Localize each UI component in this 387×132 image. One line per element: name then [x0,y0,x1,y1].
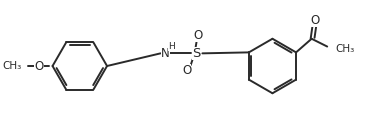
Text: O: O [193,29,202,42]
Text: H: H [168,42,175,51]
Text: N: N [161,47,170,60]
Text: CH₃: CH₃ [2,61,21,71]
Text: O: O [310,14,319,27]
Text: O: O [182,64,192,77]
Text: O: O [34,60,44,72]
Text: S: S [192,47,201,60]
Text: CH₃: CH₃ [335,44,354,55]
